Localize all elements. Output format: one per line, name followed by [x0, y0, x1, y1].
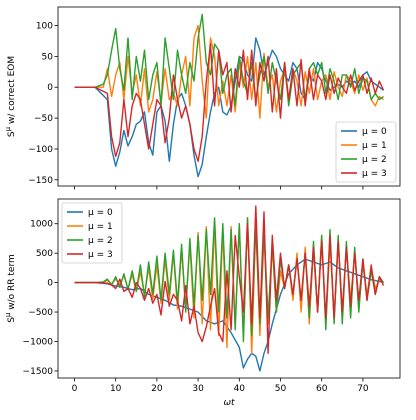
series-line-mu-0 — [74, 258, 384, 372]
x-tick-label: 20 — [151, 384, 163, 394]
legend-label: μ = 3 — [362, 169, 387, 179]
y-tick-label: 0 — [47, 279, 53, 289]
y-axis-label: Sμ w/ correct EOM — [4, 56, 17, 137]
legend: μ = 0 μ = 1 μ = 2 μ = 3 — [61, 202, 123, 264]
legend: μ = 0 μ = 1 μ = 2 μ = 3 — [335, 121, 397, 183]
legend-label: μ = 0 — [362, 127, 387, 137]
y-tick-label: 500 — [36, 249, 53, 259]
x-tick-label: 50 — [275, 384, 287, 394]
x-tick-label: 60 — [316, 384, 328, 394]
legend-box — [61, 202, 123, 264]
y-tick-label: −1500 — [23, 367, 54, 377]
y-tick-label: −100 — [28, 145, 53, 155]
x-tick-label: 30 — [192, 384, 204, 394]
chart-panel-2: 0 10 20 30 40 50 60 70 −1500 −1000 −500 0 500 1000 Sμ … — [4, 198, 401, 408]
y-tick-label: −1000 — [23, 337, 54, 347]
series-line-mu-3 — [74, 205, 385, 354]
legend-label: μ = 1 — [362, 141, 387, 151]
legend-label: μ = 0 — [88, 208, 113, 218]
y-tick-label: 0 — [47, 83, 53, 93]
legend-label: μ = 3 — [88, 250, 113, 260]
plot-frame — [57, 6, 401, 187]
legend-label: μ = 2 — [88, 236, 113, 246]
y-tick-label: −500 — [28, 308, 53, 318]
y-tick-label: 50 — [42, 52, 54, 62]
plot-frame — [57, 198, 401, 379]
legend-box — [335, 121, 397, 183]
x-tick-label: 0 — [72, 384, 78, 394]
x-tick-label: 10 — [110, 384, 122, 394]
x-tick-label: 70 — [357, 384, 369, 394]
y-axis-label: Sμ w/o RR term — [4, 254, 17, 323]
y-tick-label: −50 — [34, 114, 53, 124]
y-tick-label: 1000 — [30, 220, 53, 230]
series-group — [74, 205, 385, 372]
x-axis-label: ωt — [223, 398, 235, 408]
series-group — [74, 13, 385, 178]
x-tick-label: 40 — [234, 384, 246, 394]
series-line-mu-3 — [74, 43, 385, 163]
legend-label: μ = 1 — [88, 222, 113, 232]
legend-label: μ = 2 — [362, 155, 387, 165]
y-tick-label: −150 — [28, 176, 53, 186]
y-tick-label: 100 — [36, 22, 53, 32]
